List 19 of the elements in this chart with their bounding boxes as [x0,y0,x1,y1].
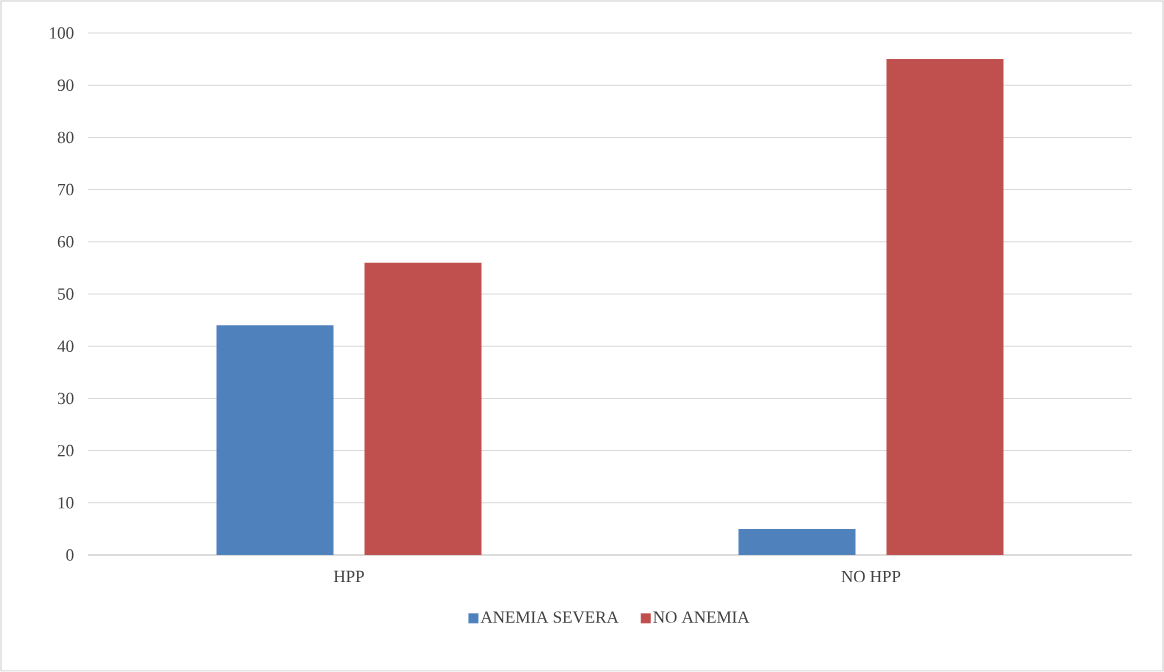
bar [364,262,482,555]
y-tick-label: 30 [57,392,74,405]
y-tick-label: 10 [58,497,74,509]
x-tick-label: HPP [333,570,364,582]
y-tick-label: 20 [57,444,74,457]
y-tick-label: 0 [66,549,74,561]
y-tick-label: 60 [57,236,74,248]
bar [738,528,856,555]
x-tick-label: NO HPP [841,570,901,583]
y-tick-label: 100 [50,27,74,39]
y-tick-label: 80 [57,131,74,144]
bar [886,59,1004,555]
y-tick-label: 70 [58,183,74,196]
y-tick-label: 50 [58,288,74,300]
legend-label: NO ANEMIA [653,611,750,623]
bar [216,325,334,555]
y-tick-label: 40 [57,340,74,352]
y-tick-label: 90 [57,79,74,91]
legend-label: ANEMIA SEVERA [480,611,619,623]
